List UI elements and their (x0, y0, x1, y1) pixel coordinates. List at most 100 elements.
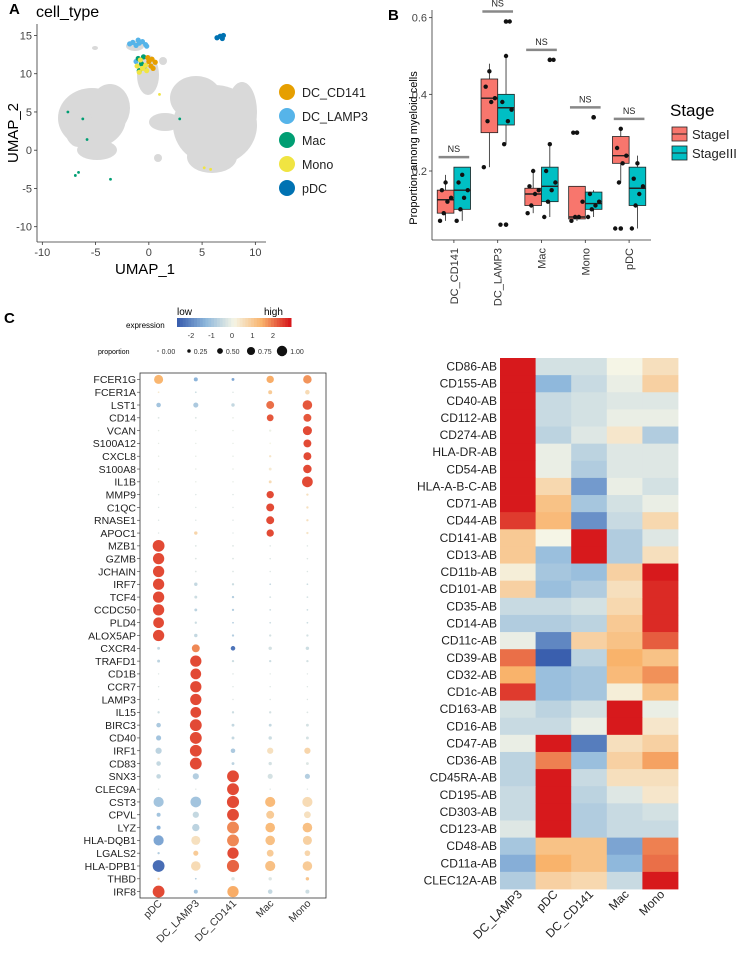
legend-swatch-pdc (279, 180, 295, 196)
heat-cell-cd163-ab-mac (606, 700, 643, 719)
box-data-point (498, 222, 503, 227)
expression-colorbar-tick: 1 (250, 331, 254, 340)
dot-il1b-pdc (157, 481, 160, 483)
box-data-point (585, 214, 591, 220)
dot-s100a12-mono (303, 439, 312, 448)
heat-cell-cd48-ab-mac (606, 837, 643, 856)
boxplot-x-tick-label: pDC (624, 248, 636, 270)
heat-cell-cd123-ab-mono (642, 820, 679, 839)
heat-cell-cd101-ab-mac (606, 580, 643, 599)
dot-jchain-mac (269, 570, 271, 573)
heat-cell-cd35-ab-dc-cd141 (571, 597, 608, 616)
box-data-point (525, 210, 530, 216)
dot-fcer1a-pdc (157, 391, 160, 394)
dot-cxcr4-dc-cd141 (230, 646, 236, 651)
heat-cell-cd11c-ab-dc-lamp3 (500, 632, 536, 650)
dot-alox5ap-dc-lamp3 (194, 633, 198, 638)
dot-fcer1g-pdc (154, 374, 164, 384)
dot-mzb1-pdc (152, 539, 165, 552)
dot-cd14-mono (303, 413, 312, 422)
proportion-legend-dot (187, 349, 191, 353)
dot-irf1-pdc (155, 747, 162, 754)
dot-tcf4-dc-lamp3 (194, 595, 198, 599)
heat-cell-cd123-ab-mac (606, 820, 643, 839)
expression-legend-high: high (264, 307, 283, 318)
dot-hla-dqb1-dc-lamp3 (191, 835, 201, 845)
dot-thbd-dc-cd141 (231, 877, 235, 881)
box-data-point (443, 180, 448, 185)
dot-c1qc-pdc (157, 506, 160, 509)
dot-mmp9-mono (306, 493, 309, 496)
dot-ccdc50-dc-cd141 (231, 608, 235, 612)
umap-point-pdc (220, 32, 226, 39)
box-data-point (553, 180, 558, 185)
gene-label: MZB1 (108, 541, 136, 553)
dotplot-column-label: Mac (254, 898, 277, 921)
expression-colorbar-segment (245, 318, 249, 327)
proportion-legend-label: 1.00 (290, 349, 304, 356)
box-outlier-point (503, 222, 509, 227)
heat-cell-cd195-ab-mac (606, 786, 643, 804)
heatmap-row-label: CD44-AB (446, 514, 497, 528)
heat-cell-cd141-ab-dc-cd141 (571, 529, 608, 547)
heat-cell-cd48-ab-mono (642, 837, 679, 856)
gene-label: GZMB (106, 553, 136, 565)
dot-cpvl-mono (304, 811, 311, 819)
expression-colorbar-segment (214, 318, 218, 327)
dot-jchain-pdc (152, 565, 165, 578)
dot-s100a12-pdc (157, 442, 160, 445)
legend-label-dc-lamp3: DC_LAMP3 (302, 110, 368, 124)
heat-cell-cd40-ab-dc-lamp3 (500, 392, 536, 410)
gene-label: JCHAIN (98, 566, 136, 578)
umap-legend: DC_CD141 DC_LAMP3 Mac Mono pDC (279, 84, 368, 196)
dot-cxcr4-pdc (157, 646, 161, 650)
dot-irf7-dc-lamp3 (194, 582, 198, 587)
dot-mmp9-pdc (157, 493, 160, 496)
dot-s100a12-mac (269, 442, 272, 445)
heatmap-row-label: CD13-AB (446, 548, 497, 562)
dot-mzb1-mono (306, 545, 309, 547)
dot-s100a8-dc-lamp3 (195, 468, 197, 470)
heatmap-row-label: CD274-AB (440, 428, 497, 442)
gene-label: SNX3 (109, 771, 137, 783)
boxplot-panel: Proportion among myeloid cells 0.2 0.4 0.6… (408, 0, 737, 306)
dot-alox5ap-mac (269, 634, 272, 637)
dot-il15-pdc (157, 711, 160, 714)
dot-fcer1g-mac (266, 375, 274, 384)
dot-cd1b-dc-cd141 (232, 673, 234, 675)
expression-colorbar-tick: -1 (208, 331, 215, 340)
box-data-point (545, 199, 551, 204)
expression-colorbar-segment (256, 318, 261, 327)
dot-birc3-dc-lamp3 (189, 719, 202, 732)
dot-cd14-dc-cd141 (232, 417, 234, 419)
heatmap-column-label: DC_LAMP3 (470, 887, 525, 942)
dot-mmp9-dc-lamp3 (195, 493, 197, 496)
dot-ccr7-pdc (157, 686, 160, 688)
heat-cell-cd195-ab-mono (642, 786, 679, 804)
heat-cell-cd163-ab-pdc (535, 700, 572, 719)
expression-colorbar-segment (225, 318, 229, 327)
dot-ccdc50-mac (269, 609, 272, 611)
gene-label: FCER1A (95, 387, 136, 399)
dot-irf8-mac (267, 889, 273, 894)
gene-label: IL15 (116, 707, 137, 719)
expression-colorbar-segment (285, 318, 289, 327)
dot-lst1-mono (302, 400, 313, 410)
heatmap-row-label: CD11a-AB (441, 856, 497, 870)
dot-mmp9-dc-cd141 (232, 493, 234, 496)
umap-y-tick-label: 10 (20, 69, 32, 81)
heat-cell-cd11a-ab-mono (642, 854, 679, 873)
expression-colorbar-segment (253, 318, 258, 327)
box-data-point (587, 191, 593, 197)
heat-cell-cd47-ab-dc-lamp3 (500, 734, 536, 753)
heatmap-row-label: CD14-AB (446, 617, 497, 631)
heat-cell-cd303-ab-mac (606, 803, 643, 821)
box-data-point (618, 126, 623, 132)
dot-fcer1a-dc-lamp3 (194, 391, 197, 394)
heat-cell-cd32-ab-mac (606, 666, 643, 684)
dotplot-legends: -2 -1 0 1 2 0.00 0.25 0.50 0.75 1.00 (157, 318, 304, 357)
heat-cell-cd274-ab-dc-cd141 (571, 426, 608, 445)
legend-label-dc-cd141: DC_CD141 (302, 86, 366, 100)
expression-colorbar-tick: -2 (188, 331, 195, 340)
dot-lst1-pdc (156, 402, 161, 408)
